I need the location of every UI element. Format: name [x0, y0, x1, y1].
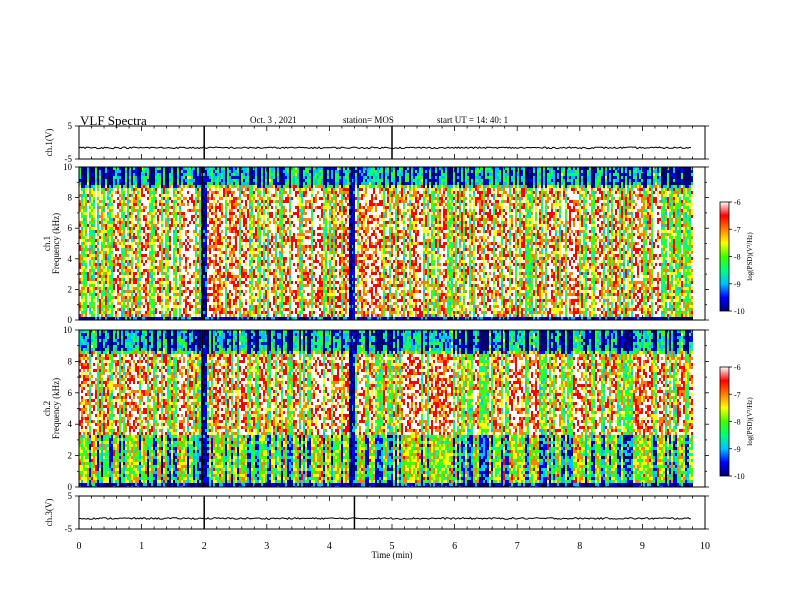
waveform-ch1-waveform — [79, 147, 691, 149]
colorbar-tick-label: -8 — [734, 253, 741, 262]
ytick-label: 10 — [63, 162, 73, 172]
colorbar-ch1-spectrogram — [720, 202, 729, 311]
colorbar-tick-label: -10 — [734, 472, 745, 481]
ytick-label: 8 — [68, 193, 73, 203]
xtick-label: 8 — [577, 541, 582, 552]
ytick-label: 10 — [63, 325, 73, 335]
spectrogram-ch2-spectrogram — [79, 330, 693, 487]
xtick-label: 9 — [640, 541, 645, 552]
xtick-label: 1 — [139, 541, 144, 552]
xtick-label: 10 — [700, 541, 710, 552]
ytick-label: 6 — [68, 223, 73, 233]
colorbar-ch2-spectrogram — [720, 367, 729, 476]
xtick-label: 0 — [77, 541, 82, 552]
colorbar-tick-label: -9 — [734, 445, 741, 454]
xtick-label: 3 — [264, 541, 269, 552]
xtick-label: 7 — [515, 541, 520, 552]
ytick-label: 5 — [68, 491, 73, 501]
ytick-label: 8 — [68, 356, 73, 366]
colorbar-tick-label: -8 — [734, 418, 741, 427]
colorbar-tick-label: -6 — [734, 198, 741, 207]
waveform-ch3-waveform — [79, 518, 691, 520]
ytick-label: 2 — [68, 284, 73, 294]
colorbar-tick-label: -10 — [734, 307, 745, 316]
colorbar-tick-label: -7 — [734, 225, 741, 234]
ylabel-ch2-spectrogram-unit: Frequency (kHz) — [51, 378, 61, 439]
ylabel-ch3-waveform: ch.3(V) — [44, 499, 54, 527]
colorbar-label: log(PSD)(V²/Hz) — [746, 232, 754, 281]
ytick-label: 0 — [68, 315, 73, 325]
colorbar-tick-label: -7 — [734, 390, 741, 399]
spectrogram-ch1-spectrogram — [79, 167, 693, 320]
ytick-label: 2 — [68, 451, 73, 461]
vlf-spectra-figure: 5-5ch.1(V)0246810ch.1 Frequency (kHz)0246… — [0, 0, 792, 612]
colorbar-tick-label: -9 — [734, 280, 741, 289]
ylabel-ch1-spectrogram-unit: Frequency (kHz) — [51, 213, 61, 274]
xtick-label: 6 — [452, 541, 457, 552]
colorbar-tick-label: -6 — [734, 363, 741, 372]
ytick-label: 6 — [68, 388, 73, 398]
ytick-label: -5 — [65, 524, 73, 534]
xtick-label: 2 — [202, 541, 207, 552]
ytick-label: 4 — [68, 254, 73, 264]
xtick-label: 4 — [327, 541, 332, 552]
ytick-label: 4 — [68, 419, 73, 429]
ylabel-ch1-waveform: ch.1(V) — [44, 129, 54, 157]
xlabel-time: Time (min) — [372, 550, 413, 560]
ytick-label: 5 — [68, 121, 73, 131]
colorbar-label: log(PSD)(V²/Hz) — [746, 397, 754, 446]
